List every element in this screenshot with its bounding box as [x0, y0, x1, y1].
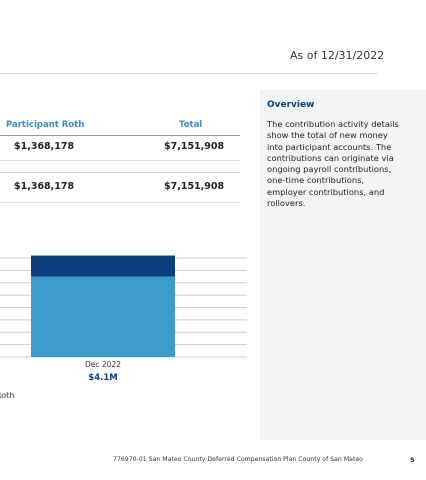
overview-text: The contribution activity details show th…	[267, 119, 399, 209]
rule	[0, 202, 240, 203]
overview-line: The contribution activity details	[267, 119, 399, 129]
overview-line: show the total of new money	[267, 130, 388, 141]
overview-line: rollovers.	[267, 198, 306, 209]
bar-segment	[31, 276, 175, 357]
divider	[0, 73, 378, 74]
chart: Dec 2022 $4.1M Roth	[0, 255, 247, 400]
bar-segment	[31, 255, 175, 277]
overview-line: employer contributions, and	[267, 186, 385, 197]
legend-label: Roth	[0, 391, 14, 400]
rule	[0, 135, 240, 136]
as-of: As of 12/31/2022	[290, 49, 385, 62]
total-label: $4.1M	[88, 373, 117, 383]
x-label: Dec 2022	[85, 360, 121, 369]
overview-title: Overview	[267, 100, 315, 110]
cell: $7,151,908	[164, 181, 225, 192]
col-header: Participant Roth	[6, 120, 85, 130]
overview-line: ongoing payroll contributions,	[267, 164, 392, 175]
sidebar: Overview The contribution activity detai…	[260, 90, 426, 440]
cell: $1,368,178	[14, 181, 75, 192]
overview-line: into participant accounts. The	[267, 141, 392, 152]
rule	[0, 160, 240, 161]
rule	[0, 172, 240, 173]
cell: $7,151,908	[164, 141, 225, 152]
footer: 776970-01 San Mateo County Deferred Comp…	[113, 456, 363, 463]
col-header: Total	[179, 120, 203, 130]
cell: $1,368,178	[14, 141, 75, 152]
overview-line: contributions can originate via	[267, 152, 394, 163]
overview-line: one-time contributions,	[267, 175, 365, 186]
page-number: 5	[410, 456, 415, 464]
